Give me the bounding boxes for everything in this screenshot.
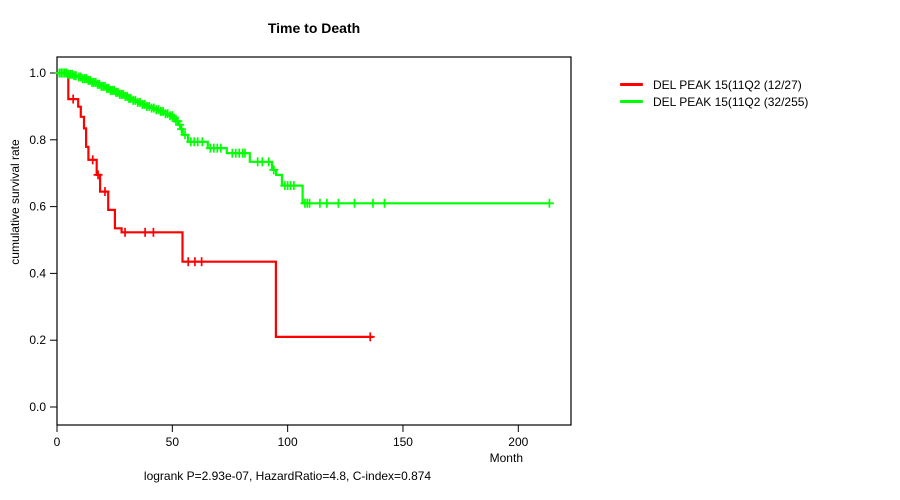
x-tick-label: 200 bbox=[508, 435, 528, 449]
legend-line-red-icon bbox=[620, 83, 643, 86]
legend-label-group2: DEL PEAK 15(11Q2 (32/255) bbox=[653, 94, 809, 109]
y-tick-label: 0.4 bbox=[29, 266, 46, 280]
stats-annotation: logrank P=2.93e-07, HazardRatio=4.8, C-i… bbox=[143, 469, 432, 483]
chart-title: Time to Death bbox=[267, 20, 361, 36]
x-tick-label: 50 bbox=[166, 435, 180, 449]
y-tick-label: 0.8 bbox=[29, 133, 46, 147]
x-tick-label: 100 bbox=[278, 435, 298, 449]
legend-item-group2: DEL PEAK 15(11Q2 (32/255) bbox=[620, 93, 808, 110]
y-tick-label: 1.0 bbox=[29, 66, 46, 80]
legend-item-group1: DEL PEAK 15(11Q2 (12/27) bbox=[620, 76, 808, 93]
x-tick-label: 150 bbox=[393, 435, 413, 449]
survival-curve-group2 bbox=[57, 71, 550, 205]
x-tick-label: 0 bbox=[54, 435, 61, 449]
y-tick-label: 0.6 bbox=[29, 200, 46, 214]
y-tick-label: 0.2 bbox=[29, 333, 46, 347]
legend-label-group1: DEL PEAK 15(11Q2 (12/27) bbox=[653, 77, 802, 92]
y-axis-label: cumulative survival rate bbox=[8, 139, 22, 265]
survival-curve-group1 bbox=[57, 71, 373, 338]
legend-line-green-icon bbox=[620, 100, 643, 103]
y-tick-label: 0.0 bbox=[29, 400, 46, 414]
legend: DEL PEAK 15(11Q2 (12/27) DEL PEAK 15(11Q… bbox=[620, 76, 808, 110]
plot-border bbox=[56, 56, 572, 426]
x-axis-label: Month bbox=[489, 451, 523, 465]
